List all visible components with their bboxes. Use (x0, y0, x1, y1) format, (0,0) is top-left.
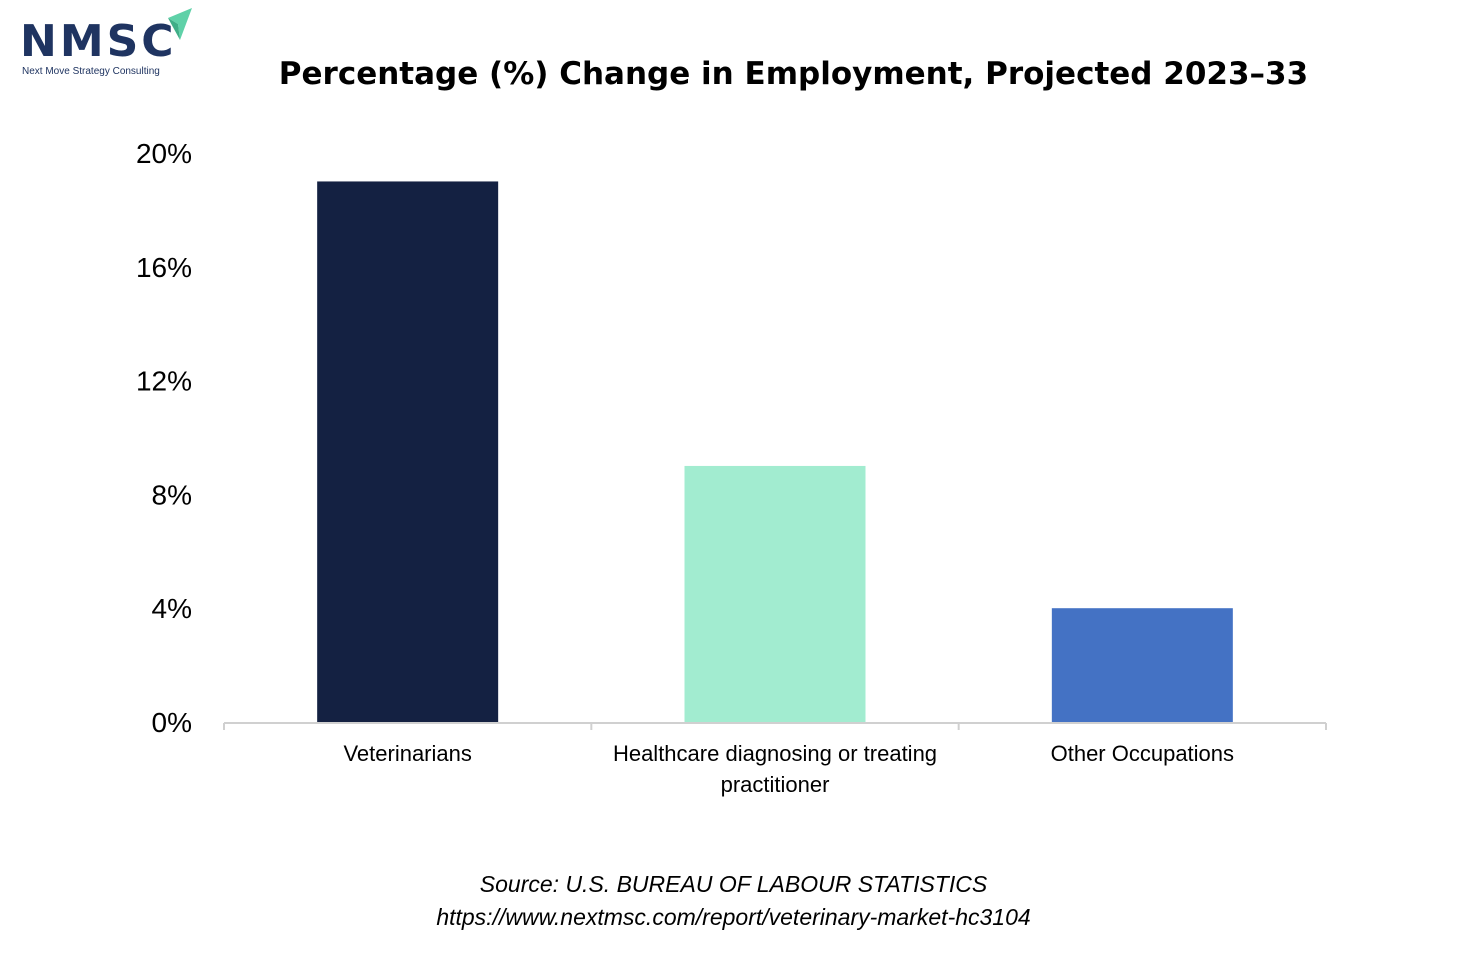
x-category-label: practitioner (721, 772, 830, 797)
source-text: Source: U.S. BUREAU OF LABOUR STATISTICS (479, 871, 988, 897)
y-tick-label: 8% (152, 479, 192, 510)
source-url: https://www.nextmsc.com/report/veterinar… (436, 904, 1031, 930)
x-category-label: Healthcare diagnosing or treating (613, 741, 937, 766)
bar (684, 465, 866, 722)
logo-tagline: Next Move Strategy Consulting (22, 66, 160, 77)
bar (317, 181, 499, 722)
x-category-label: Other Occupations (1051, 741, 1234, 766)
y-tick-label: 0% (152, 707, 192, 738)
y-tick-label: 16% (136, 252, 192, 283)
nmsc-logo: NMSC Next Move Strategy Consulting (20, 6, 200, 80)
y-tick-label: 12% (136, 366, 192, 397)
chart-title: Percentage (%) Change in Employment, Pro… (278, 56, 1309, 92)
logo-wordmark: NMSC (20, 16, 177, 67)
y-tick-label: 20% (136, 138, 192, 169)
paper-plane-icon (168, 8, 192, 40)
x-category-label: Veterinarians (343, 741, 471, 766)
y-tick-label: 4% (152, 593, 192, 624)
bar (1051, 608, 1233, 722)
